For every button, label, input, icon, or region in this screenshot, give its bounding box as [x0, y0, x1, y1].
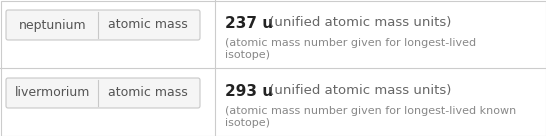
- Text: atomic mass: atomic mass: [108, 86, 188, 100]
- FancyBboxPatch shape: [6, 78, 200, 108]
- Text: (unified atomic mass units): (unified atomic mass units): [265, 84, 451, 97]
- Text: neptunium: neptunium: [19, 18, 87, 32]
- Text: (atomic mass number given for longest-lived
isotope): (atomic mass number given for longest-li…: [225, 38, 476, 60]
- Text: (unified atomic mass units): (unified atomic mass units): [265, 16, 451, 29]
- FancyBboxPatch shape: [6, 10, 200, 40]
- Text: 293 u: 293 u: [225, 84, 273, 99]
- Text: 237 u: 237 u: [225, 16, 273, 31]
- Text: atomic mass: atomic mass: [108, 18, 188, 32]
- Text: livermorium: livermorium: [15, 86, 91, 100]
- Text: (atomic mass number given for longest-lived known
isotope): (atomic mass number given for longest-li…: [225, 106, 517, 128]
